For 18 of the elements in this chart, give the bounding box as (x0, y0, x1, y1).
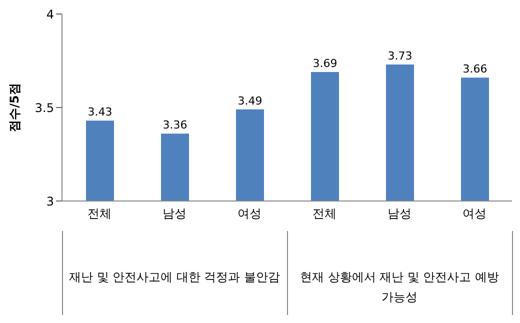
y-tick-label: 3.5 (34, 100, 54, 115)
y-axis-title: 점수/5점 (7, 83, 22, 132)
x-tick-label: 전체 (88, 206, 112, 221)
data-label: 3.36 (162, 118, 188, 132)
y-tick-label: 4 (46, 7, 54, 22)
data-label: 3.49 (238, 94, 262, 108)
y-tick-label: 3 (46, 194, 54, 208)
data-label: 3.66 (462, 62, 488, 76)
data-label: 3.43 (88, 106, 112, 119)
x-tick-label: 전체 (312, 206, 336, 221)
data-label: 3.69 (312, 56, 338, 70)
x-tick-label: 여성 (238, 206, 262, 221)
text: 재난 및 안전사고에 대한 걱정과 불안감 (68, 269, 281, 286)
text: 현재 상황에서 재난 및 안전사고 예방 가능성 (298, 269, 500, 306)
x-tick-label: 여성 (462, 206, 486, 221)
x-tick-label: 남성 (162, 206, 186, 221)
data-label: 3.73 (388, 49, 412, 62)
x-tick-label: 남성 (388, 206, 412, 221)
